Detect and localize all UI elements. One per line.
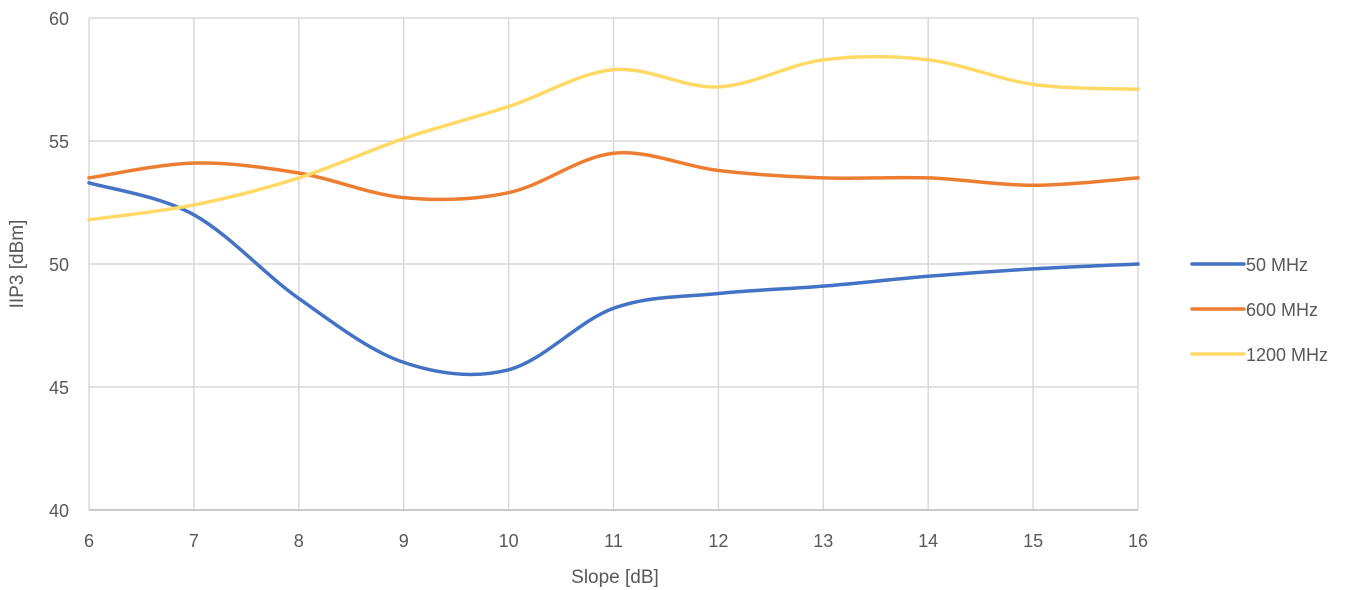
y-axis-title: IIP3 [dBm] [7,220,28,309]
y-tick-label: 60 [49,9,69,29]
y-tick-label: 50 [49,255,69,275]
x-tick-label: 8 [294,531,304,551]
x-tick-label: 11 [604,531,623,551]
y-tick-label: 45 [49,378,69,398]
x-tick-label: 12 [708,531,728,551]
x-tick-label: 14 [918,531,938,551]
y-tick-label: 40 [49,501,69,521]
series-lines [87,54,1140,377]
series-line-600-mhz [87,151,1140,202]
series-line-50-mhz [87,181,1140,377]
tick-labels: 6 7 8 9 10 11 12 13 14 15 16 40 45 50 55 60 [49,9,1148,551]
series-line-1200-mhz [87,54,1140,222]
x-tick-label: 6 [84,531,94,551]
x-tick-label: 16 [1128,531,1148,551]
legend-label: 1200 MHz [1246,345,1328,365]
legend-label: 50 MHz [1246,255,1308,275]
x-tick-label: 13 [813,531,833,551]
x-tick-label: 15 [1023,531,1043,551]
legend-label: 600 MHz [1246,300,1318,320]
x-tick-label: 10 [499,531,519,551]
gridlines [88,17,1139,511]
legend: 50 MHz 600 MHz 1200 MHz [1190,255,1328,365]
y-tick-label: 55 [49,132,69,152]
x-tick-label: 9 [399,531,409,551]
x-axis-title: Slope [dB] [571,567,659,588]
x-tick-label: 7 [189,531,199,551]
